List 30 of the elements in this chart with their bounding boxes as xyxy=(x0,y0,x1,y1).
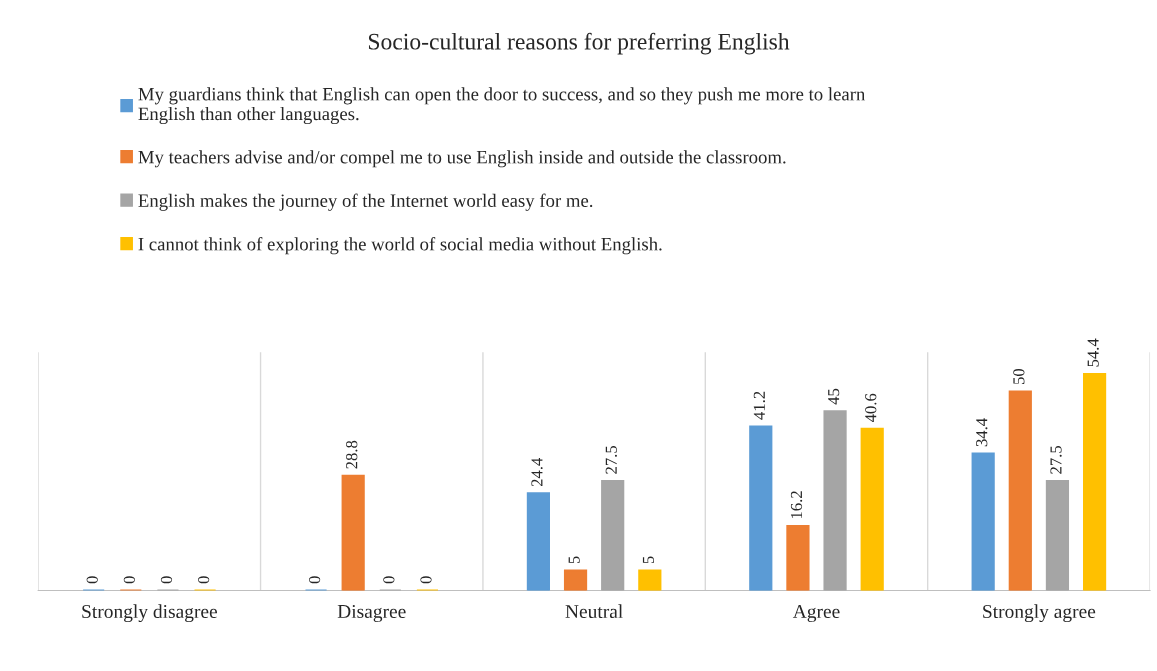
data-label: 34.4 xyxy=(976,418,988,447)
legend-label: My guardians think that English can open the door to success, and so they push me more to learn English than other languages. xyxy=(138,87,866,125)
x-tick-label: Agree xyxy=(792,604,840,622)
chart-title: Socio-cultural reasons for preferring English xyxy=(368,32,790,55)
data-label: 0 xyxy=(160,576,173,584)
legend-label: English makes the journey of the Internet world easy for me. xyxy=(138,193,593,211)
data-label: 27.5 xyxy=(605,446,617,474)
legend-label: My teachers advise and/or compel me to use English inside and outside the classroom. xyxy=(138,150,786,168)
x-tick-label: Disagree xyxy=(337,604,406,622)
data-label: 28.8 xyxy=(346,440,358,469)
data-label: 16.2 xyxy=(790,491,803,519)
data-label: 0 xyxy=(420,576,432,584)
x-tick-label: Strongly agree xyxy=(983,604,1096,623)
data-label: 41.2 xyxy=(753,391,766,420)
data-label: 0 xyxy=(383,576,395,584)
data-label: 0 xyxy=(198,576,210,584)
data-label: 50 xyxy=(1013,368,1025,384)
data-label: 0 xyxy=(123,576,135,584)
data-label: 45 xyxy=(828,388,840,405)
legend-label: I cannot think of exploring the world of social media without English. xyxy=(138,237,662,255)
data-label: 40.6 xyxy=(865,393,877,423)
data-label: 27.5 xyxy=(1050,446,1062,474)
data-label: 0 xyxy=(86,576,98,584)
data-label: 5 xyxy=(642,556,654,564)
data-label: 24.4 xyxy=(531,457,543,487)
data-label: 54.4 xyxy=(1087,338,1099,367)
x-tick-label: Strongly disagree xyxy=(82,604,218,623)
data-label: 0 xyxy=(308,576,321,584)
x-tick-label: Neutral xyxy=(565,604,623,619)
data-label: 5 xyxy=(568,556,580,564)
